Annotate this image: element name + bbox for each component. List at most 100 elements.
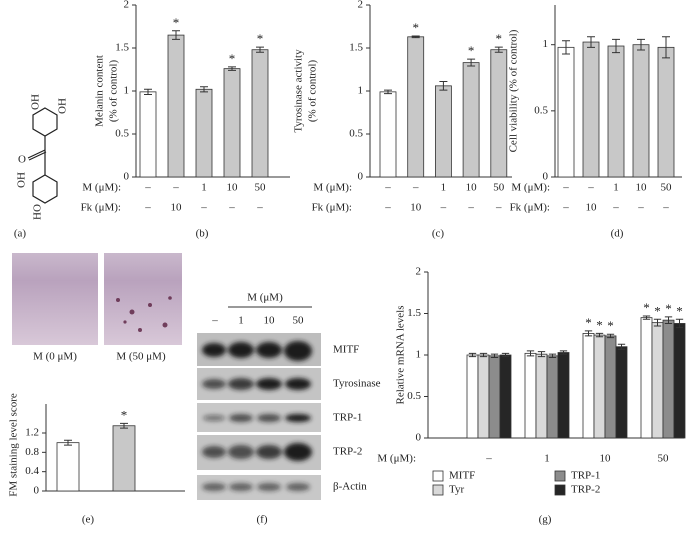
error-bar bbox=[562, 40, 570, 55]
x-tick-label: – bbox=[384, 182, 391, 194]
error-bar bbox=[675, 318, 684, 329]
x-tick-label: – bbox=[495, 202, 502, 214]
y-axis-label: (% of control) bbox=[307, 60, 319, 123]
significance-mark: * bbox=[643, 300, 650, 315]
error-bar bbox=[548, 353, 557, 358]
legend-swatch bbox=[432, 470, 444, 482]
significance-mark: * bbox=[585, 315, 592, 330]
panel-label: (a) bbox=[14, 228, 27, 240]
y-axis-label: FM staining level score bbox=[8, 393, 20, 497]
legend-label: TRP-2 bbox=[571, 484, 600, 496]
error-bar bbox=[595, 332, 604, 338]
bar bbox=[251, 49, 269, 178]
bar bbox=[139, 91, 157, 178]
bar bbox=[407, 36, 425, 178]
significance-mark: * bbox=[596, 317, 603, 332]
y-tick-label: 1 bbox=[124, 85, 130, 97]
bar bbox=[167, 34, 185, 178]
y-tick-label: 0 bbox=[358, 171, 364, 183]
bar bbox=[434, 85, 452, 178]
y-tick-label: 0.4 bbox=[25, 465, 39, 477]
legend-label: Tyr bbox=[449, 484, 464, 496]
x-tick-label: 1 bbox=[201, 182, 207, 194]
error-bar bbox=[411, 35, 420, 39]
bar bbox=[657, 46, 675, 178]
blot-row-label: Tyrosinase bbox=[333, 378, 381, 390]
legend-label: TRP-1 bbox=[571, 470, 600, 482]
error-bar bbox=[653, 318, 662, 327]
panel-label: (f) bbox=[257, 514, 268, 526]
error-bar bbox=[642, 315, 651, 320]
x-tick-label: 10 bbox=[636, 182, 648, 194]
significance-mark: * bbox=[229, 51, 236, 66]
bar bbox=[604, 335, 617, 439]
x-tick-label: – bbox=[440, 202, 447, 214]
y-axis-label: Melanin content bbox=[94, 55, 106, 127]
x-tick-label: 1 bbox=[544, 453, 550, 465]
x-tick-label: 50 bbox=[661, 182, 673, 194]
bar bbox=[546, 355, 559, 439]
x-tick-label: – bbox=[637, 202, 644, 214]
atom-label: HO bbox=[32, 204, 44, 220]
legend-swatch bbox=[554, 484, 566, 496]
error-bar bbox=[172, 30, 180, 40]
error-bar bbox=[384, 89, 392, 95]
x-tick-label: – bbox=[467, 202, 474, 214]
panel-label: (g) bbox=[539, 514, 552, 526]
error-bar bbox=[439, 81, 448, 91]
significance-mark: * bbox=[676, 303, 683, 318]
bar bbox=[488, 355, 501, 439]
x-tick-label: 10 bbox=[466, 182, 478, 194]
chemical-structure bbox=[27, 107, 58, 204]
error-bar bbox=[228, 66, 236, 71]
bar bbox=[673, 323, 686, 439]
error-bar bbox=[256, 46, 264, 53]
x-tick-label: 10 bbox=[410, 202, 422, 214]
y-tick-label: 1.5 bbox=[349, 42, 363, 54]
error-bar bbox=[612, 38, 620, 54]
panel-label: (c) bbox=[432, 228, 445, 240]
significance-mark: * bbox=[121, 407, 128, 422]
significance-mark: * bbox=[654, 303, 661, 318]
x-row-label: Fk (μM): bbox=[510, 202, 550, 214]
bar bbox=[557, 352, 570, 439]
bar bbox=[582, 333, 595, 439]
x-tick-label: M (0 μM) bbox=[33, 351, 77, 363]
y-tick-label: 1 bbox=[358, 85, 364, 97]
x-tick-label: 1 bbox=[441, 182, 447, 194]
legend-swatch bbox=[554, 470, 566, 482]
bar bbox=[477, 354, 490, 439]
x-tick-label: 50 bbox=[255, 182, 267, 194]
blot-row-label: TRP-2 bbox=[333, 446, 362, 458]
error-bar bbox=[664, 316, 673, 324]
y-tick-label: 0.5 bbox=[115, 128, 129, 140]
x-row-label: M (μM): bbox=[82, 182, 121, 194]
error-bar bbox=[64, 439, 72, 446]
bar bbox=[524, 352, 537, 439]
significance-mark: * bbox=[257, 31, 264, 46]
x-tick-label: – bbox=[144, 202, 151, 214]
y-tick-label: 2 bbox=[416, 266, 422, 278]
y-axis-label: Tyrosinase activity bbox=[293, 49, 305, 133]
x-row-label: M (μM): bbox=[313, 182, 352, 194]
x-tick-label: – bbox=[485, 453, 492, 465]
bar bbox=[651, 322, 664, 439]
x-row-label: Fk (μM): bbox=[312, 202, 352, 214]
y-tick-label: 1 bbox=[543, 38, 549, 50]
x-tick-label: 10 bbox=[586, 202, 598, 214]
error-bar bbox=[467, 58, 476, 67]
atom-label: O bbox=[18, 154, 26, 166]
error-bar bbox=[494, 46, 503, 53]
x-tick-label: – bbox=[412, 182, 419, 194]
x-tick-label: – bbox=[228, 202, 235, 214]
significance-mark: * bbox=[665, 301, 672, 316]
blot-row-label: MITF bbox=[333, 344, 359, 356]
legend-label: MITF bbox=[449, 470, 475, 482]
bar bbox=[662, 319, 675, 439]
y-tick-label: 1.5 bbox=[115, 42, 129, 54]
error-bar bbox=[490, 353, 499, 358]
blot-row-label: β-Actin bbox=[333, 481, 367, 493]
y-tick-label: 2 bbox=[124, 0, 130, 11]
panel-label: (e) bbox=[82, 514, 95, 526]
atom-label: OH bbox=[30, 94, 42, 110]
